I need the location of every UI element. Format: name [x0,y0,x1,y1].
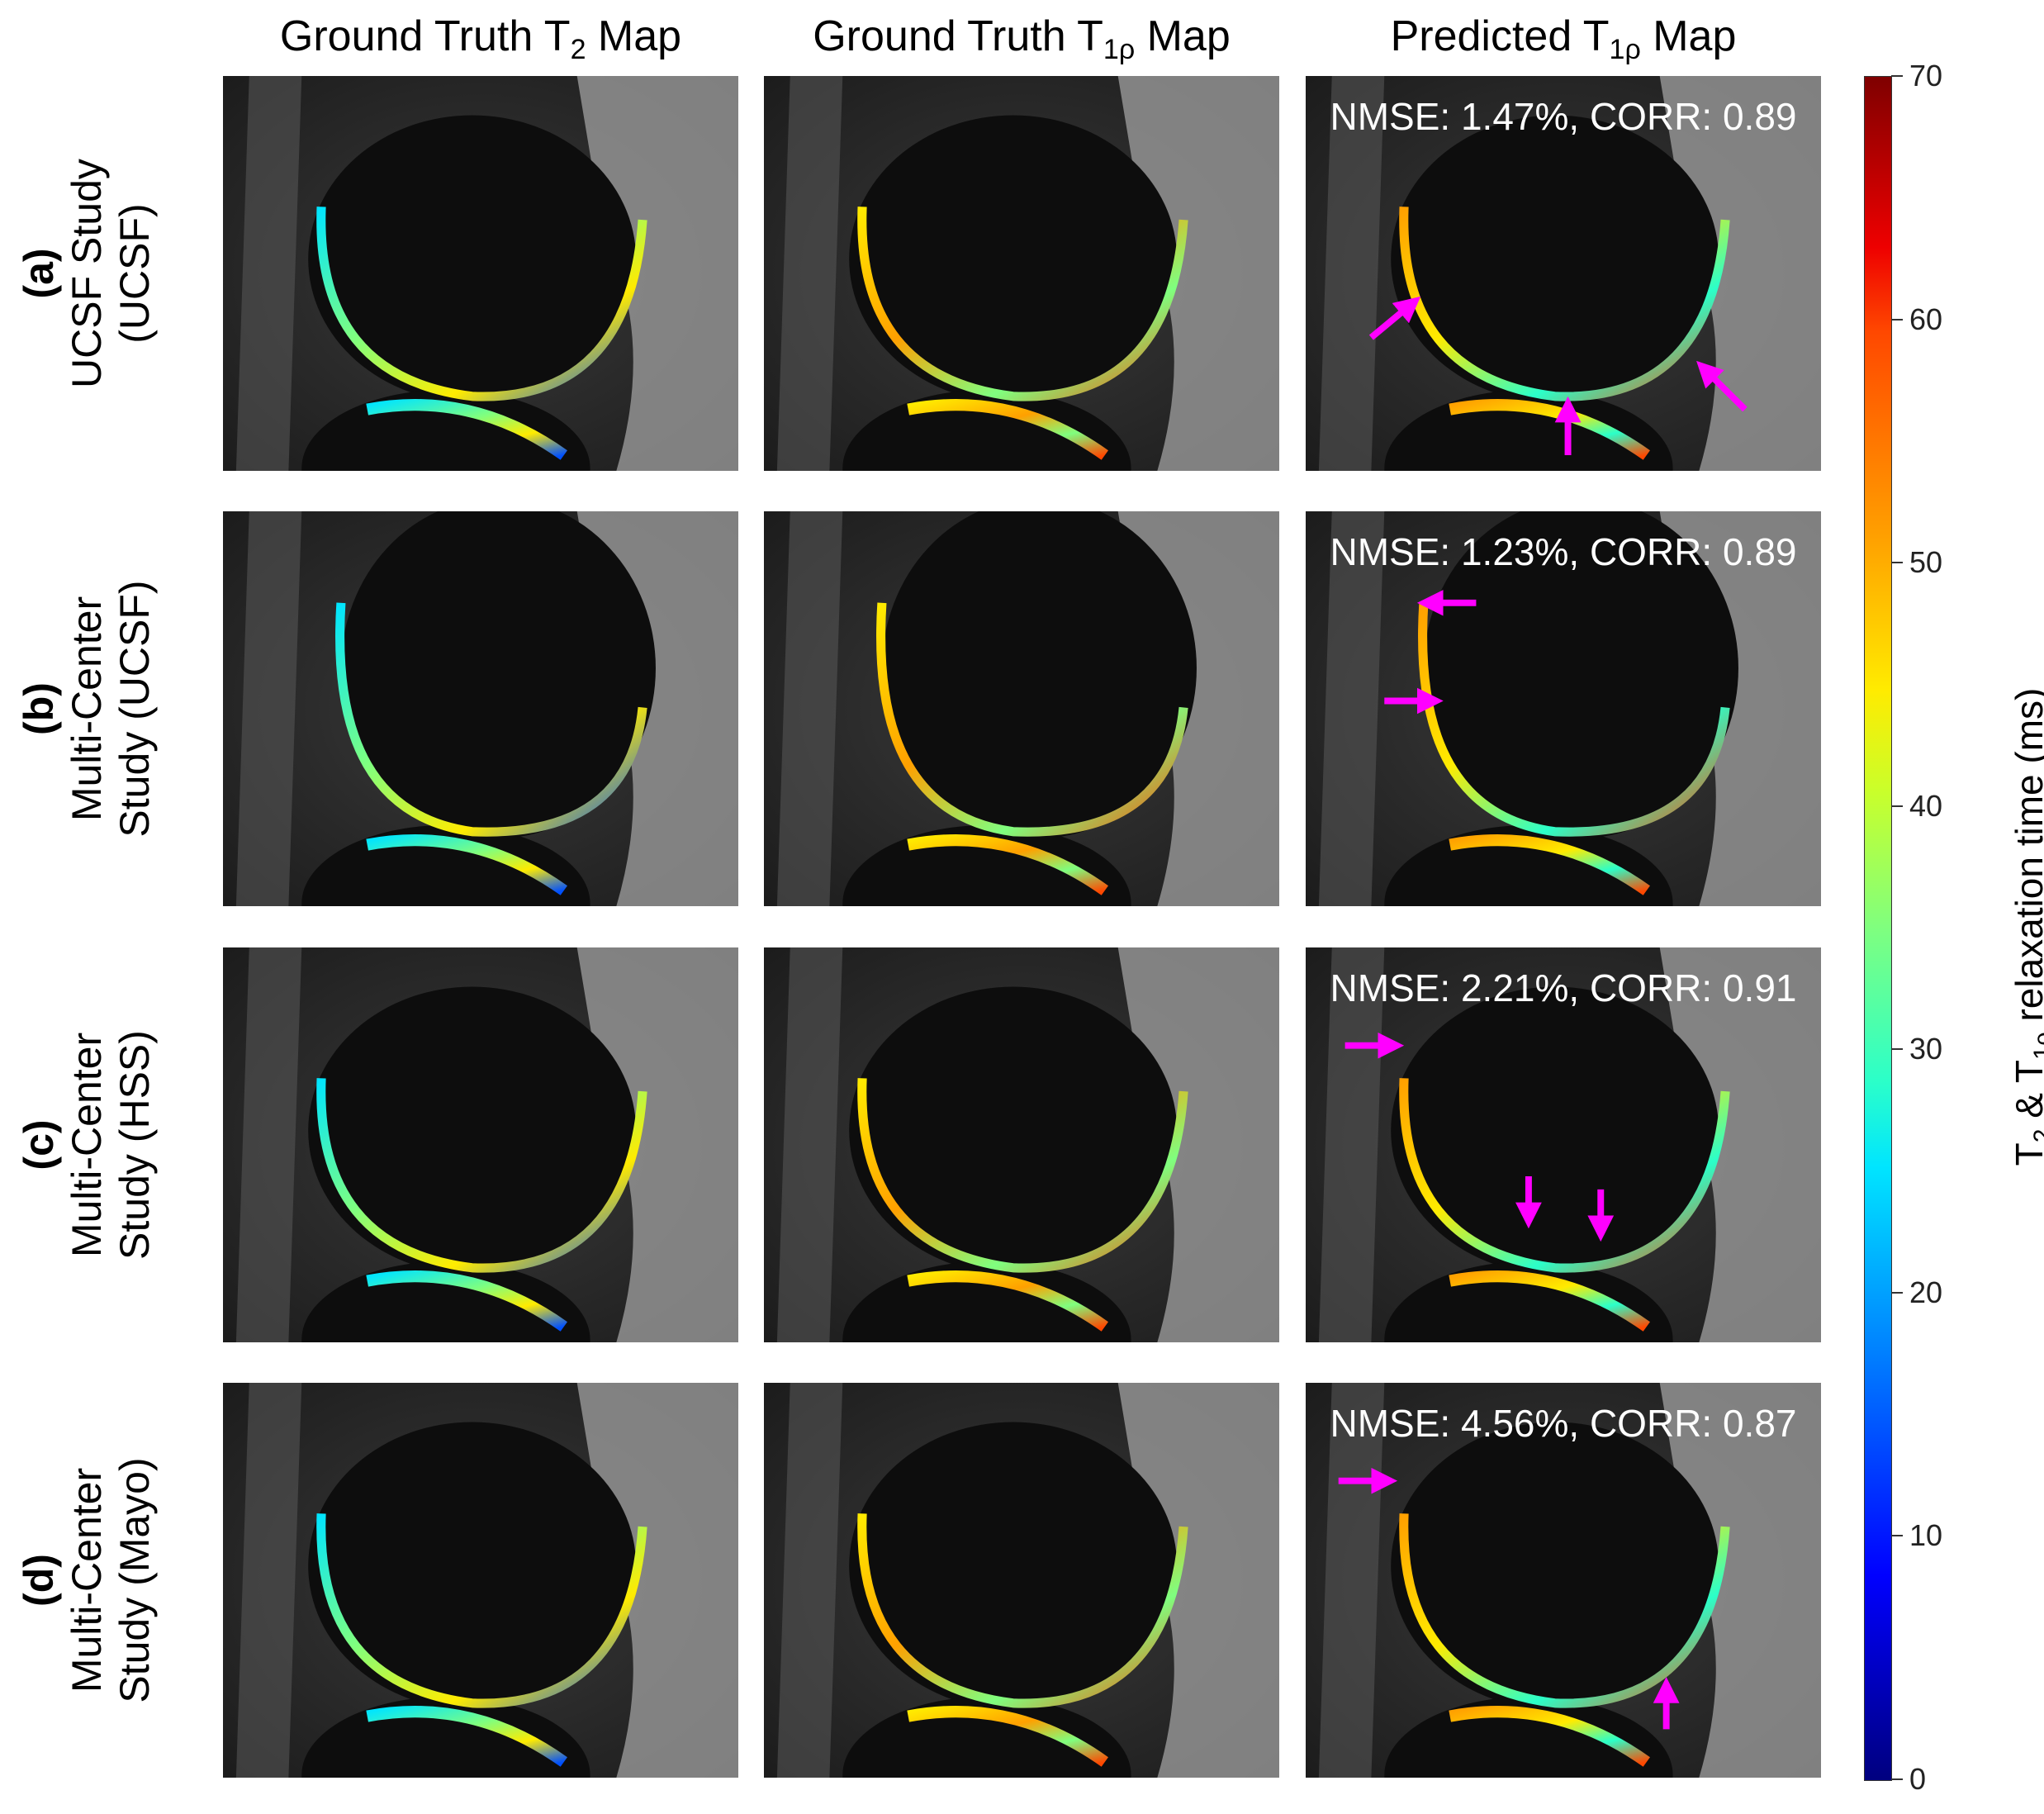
title-subscript: 1ρ [1103,34,1136,65]
colorbar-tick [1891,1535,1903,1537]
row-label: (a) UCSF Study (UCSF) [15,76,159,471]
metric-text: NMSE: 1.23%, CORR: 0.89 [1330,530,1797,573]
title-suffix: Map [1135,12,1231,60]
colorbar-tick [1891,1291,1903,1294]
colorbar-label-part: relaxation time (ms) [2008,687,2044,1022]
colorbar-tick [1891,805,1903,807]
gt-t1rho-map-panel [764,76,1279,471]
colorbar-tick [1891,562,1903,564]
gt-t2-map-panel [223,1383,738,1778]
row-label: (b) Multi-Center Study (UCSF) [15,511,159,906]
predicted-t1rho-map-panel: NMSE: 1.47%, CORR: 0.89 [1306,76,1821,471]
colorbar-tick-label: 30 [1909,1032,1943,1066]
metric-text: NMSE: 4.56%, CORR: 0.87 [1330,1402,1797,1445]
column-title: Predicted T1ρ Map [1306,12,1821,66]
title-subscript: 2 [570,34,586,65]
row-line2: Study (Mayo) [111,1457,158,1703]
colorbar-tick-label: 70 [1909,59,1943,93]
title-text: Predicted T [1390,12,1610,60]
gt-t2-map-panel [223,947,738,1342]
row-label: (c) Multi-Center Study (HSS) [15,947,159,1342]
title-subscript: 1ρ [1609,34,1641,65]
metric-text: NMSE: 2.21%, CORR: 0.91 [1330,966,1797,1009]
colorbar [1864,76,1892,1781]
colorbar-tick [1891,1778,1903,1780]
gt-t2-map-panel [223,511,738,906]
colorbar-tick [1891,1048,1903,1051]
colorbar-label-part: 1ρ [2029,1032,2044,1061]
colorbar-tick-label: 40 [1909,788,1943,823]
colorbar-tick-label: 0 [1909,1762,1927,1796]
row-label-text: (b) Multi-Center Study (UCSF) [15,580,159,837]
colorbar-label-part: 2 [2029,1129,2044,1143]
title-text: Ground Truth T [813,12,1103,60]
predicted-t1rho-map-panel: NMSE: 4.56%, CORR: 0.87 [1306,1383,1821,1778]
row-letter: (a) [16,248,62,299]
gt-t1rho-map-panel [764,511,1279,906]
row-line1: Multi-Center [64,1467,110,1693]
metric-text: NMSE: 1.47%, CORR: 0.89 [1330,95,1797,138]
row-line1: Multi-Center [64,596,110,822]
gt-t1rho-map-panel [764,1383,1279,1778]
row-line1: Multi-Center [64,1032,110,1258]
predicted-t1rho-map-panel: NMSE: 2.21%, CORR: 0.91 [1306,947,1821,1342]
title-suffix: Map [1640,12,1737,60]
row-label: (d) Multi-Center Study (Mayo) [15,1383,159,1778]
column-title: Ground Truth T1ρ Map [764,12,1279,66]
colorbar-label-part: T [2008,1142,2044,1166]
row-line2: Study (HSS) [111,1030,158,1260]
row-letter: (b) [16,682,62,735]
row-line2: (UCSF) [111,203,158,344]
row-letter: (c) [16,1119,62,1171]
colorbar-label: T2 & T1ρ relaxation time (ms) [2007,671,2044,1183]
title-text: Ground Truth T [279,12,571,60]
colorbar-tick [1891,318,1903,321]
colorbar-tick-label: 50 [1909,545,1943,580]
row-label-text: (d) Multi-Center Study (Mayo) [15,1457,159,1702]
row-line2: Study (UCSF) [111,580,158,838]
row-letter: (d) [16,1554,62,1607]
row-label-text: (c) Multi-Center Study (HSS) [15,1030,159,1260]
gt-t1rho-map-panel [764,947,1279,1342]
row-line1: UCSF Study [64,159,110,388]
column-title: Ground Truth T2 Map [223,12,738,66]
colorbar-label-part: & T [2008,1060,2044,1129]
colorbar-tick-label: 60 [1909,302,1943,336]
colorbar-tick-label: 20 [1909,1275,1943,1309]
colorbar-tick-label: 10 [1909,1518,1943,1553]
row-label-text: (a) UCSF Study (UCSF) [15,159,159,388]
predicted-t1rho-map-panel: NMSE: 1.23%, CORR: 0.89 [1306,511,1821,906]
colorbar-tick [1891,75,1903,77]
title-suffix: Map [586,12,682,60]
gt-t2-map-panel [223,76,738,471]
